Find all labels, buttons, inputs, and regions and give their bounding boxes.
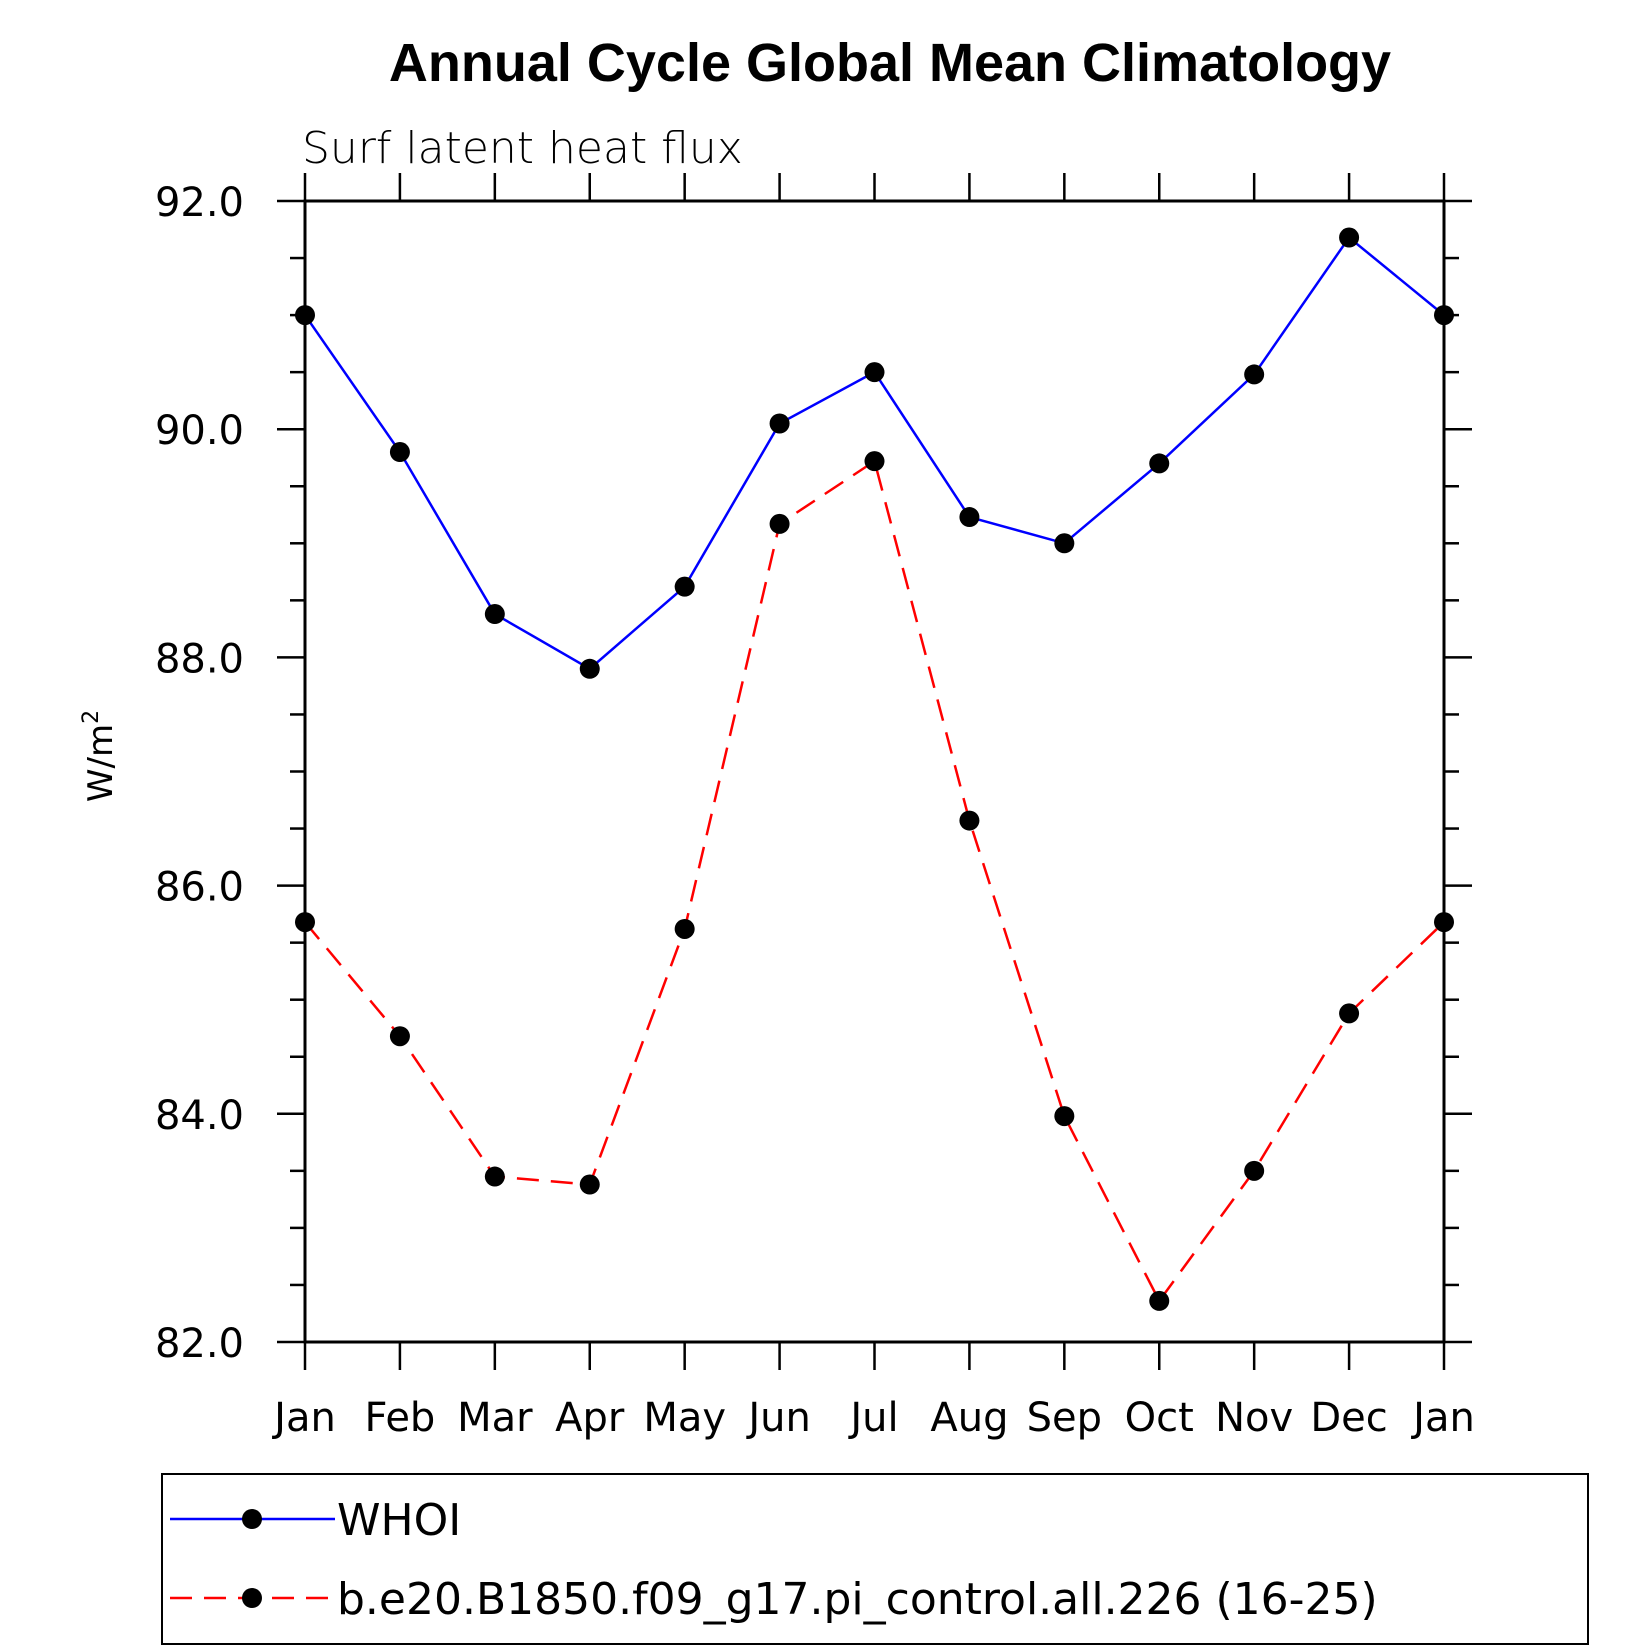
x-tick-labels: Jan Feb Mar Apr May Jun Jul Aug Sep Oct Nov Dec Jan <box>271 1395 1475 1441</box>
data-point-0 <box>579 658 600 679</box>
data-point-0 <box>1244 364 1265 385</box>
data-point-1 <box>389 1026 410 1047</box>
svg-text:W/m2: W/m2 <box>79 710 121 802</box>
data-point-0 <box>295 305 315 326</box>
data-point-1 <box>1339 1003 1360 1024</box>
data-point-0 <box>674 576 695 597</box>
x-tick-label: Dec <box>1310 1395 1387 1441</box>
y-axis-label-superscript: 2 <box>79 710 104 724</box>
data-point-1 <box>1054 1106 1075 1127</box>
data-point-1 <box>1434 912 1454 933</box>
x-tick-label: Apr <box>555 1395 625 1441</box>
legend-marker-whoi <box>242 1509 262 1529</box>
data-point-0 <box>864 362 885 383</box>
data-point-0 <box>484 604 505 625</box>
x-tick-label: Feb <box>365 1395 436 1441</box>
data-point-1 <box>295 912 315 933</box>
data-point-0 <box>1339 227 1360 248</box>
axis-ticks <box>277 173 1472 1370</box>
data-point-0 <box>769 413 790 434</box>
x-tick-label: May <box>643 1395 726 1441</box>
y-tick-label: 88.0 <box>155 636 244 682</box>
legend: WHOI b.e20.B1850.f09_g17.pi_control.all.… <box>161 1473 1589 1645</box>
legend-label-model: b.e20.B1850.f09_g17.pi_control.all.226 (… <box>337 1574 1378 1625</box>
data-point-1 <box>674 918 695 939</box>
legend-marker-model <box>242 1588 262 1608</box>
data-point-0 <box>1434 305 1454 326</box>
y-tick-label: 86.0 <box>155 865 244 911</box>
chart-subtitle: Surf latent heat flux <box>302 123 743 174</box>
y-axis-label-text: W/m <box>81 724 121 802</box>
data-point-0 <box>1054 533 1075 554</box>
data-point-1 <box>1149 1290 1170 1311</box>
data-point-1 <box>1244 1160 1265 1181</box>
x-tick-label: Sep <box>1027 1395 1102 1441</box>
data-point-1 <box>579 1174 600 1195</box>
data-markers <box>295 227 1454 1311</box>
x-tick-label: Oct <box>1125 1395 1194 1441</box>
data-point-1 <box>484 1166 505 1187</box>
data-point-1 <box>959 810 980 831</box>
x-tick-label: Aug <box>930 1395 1008 1441</box>
y-tick-label: 82.0 <box>155 1321 244 1367</box>
y-axis-label: W/m2 <box>79 710 121 802</box>
x-tick-label: Jun <box>745 1395 811 1441</box>
chart-title: Annual Cycle Global Mean Climatology <box>389 33 1391 93</box>
x-tick-label: Nov <box>1215 1395 1293 1441</box>
x-tick-label: Jan <box>1410 1395 1475 1441</box>
y-tick-label: 92.0 <box>155 180 244 226</box>
legend-box <box>161 1473 1589 1645</box>
y-tick-label: 84.0 <box>155 1093 244 1139</box>
x-tick-label: Mar <box>457 1395 533 1441</box>
data-point-0 <box>1149 453 1170 474</box>
series-line-1 <box>304 459 1445 1304</box>
data-point-1 <box>769 513 790 534</box>
series-lines <box>303 235 1445 1304</box>
y-tick-label: 90.0 <box>155 408 244 454</box>
x-tick-label: Jul <box>847 1395 898 1441</box>
data-point-0 <box>959 507 980 528</box>
data-point-1 <box>864 451 885 472</box>
x-tick-label: Jan <box>271 1395 336 1441</box>
y-tick-labels: 82.0 84.0 86.0 88.0 90.0 92.0 <box>155 180 244 1367</box>
data-point-0 <box>389 442 410 463</box>
legend-label-whoi: WHOI <box>337 1495 461 1546</box>
